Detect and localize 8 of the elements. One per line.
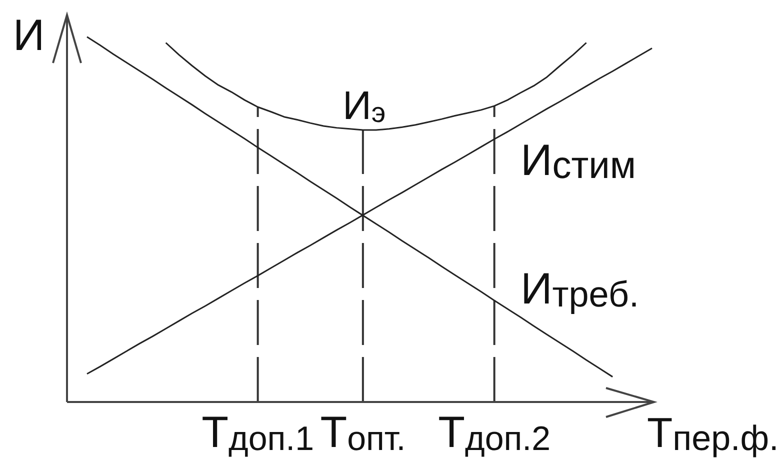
- x-axis-title: Т$_{пер.ф.}$: [647, 409, 779, 458]
- series-label: И$_{э}$: [342, 84, 386, 128]
- series-label: И$_{стим}$: [520, 136, 636, 188]
- x-tick-label: Т$_{опт.}$: [320, 408, 406, 458]
- y-axis-title: И: [13, 11, 45, 60]
- x-tick-label: Т$_{доп.2}$: [438, 408, 551, 458]
- x-tick-label: Т$_{доп.1}$: [202, 408, 314, 458]
- series-label: И$_{треб.}$: [520, 264, 639, 314]
